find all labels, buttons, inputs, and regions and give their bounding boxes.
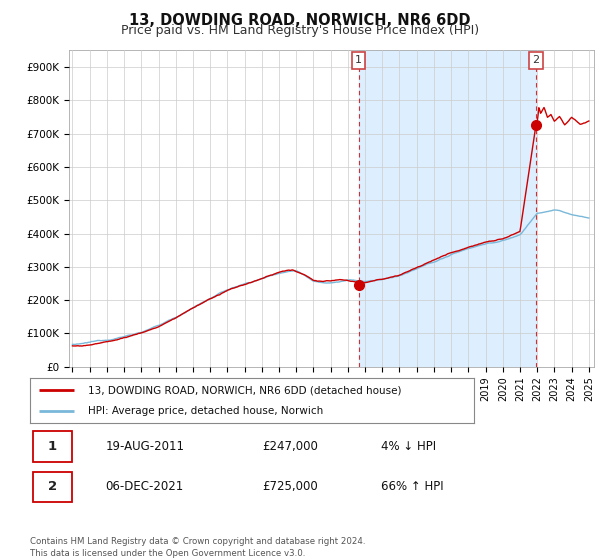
Text: HPI: Average price, detached house, Norwich: HPI: Average price, detached house, Norw… xyxy=(88,405,323,416)
Text: Contains HM Land Registry data © Crown copyright and database right 2024.
This d: Contains HM Land Registry data © Crown c… xyxy=(30,537,365,558)
Text: 1: 1 xyxy=(47,440,57,453)
Text: 1: 1 xyxy=(355,55,362,66)
Text: £247,000: £247,000 xyxy=(262,440,318,453)
FancyBboxPatch shape xyxy=(33,431,71,462)
Text: 13, DOWDING ROAD, NORWICH, NR6 6DD: 13, DOWDING ROAD, NORWICH, NR6 6DD xyxy=(129,13,471,29)
Text: 06-DEC-2021: 06-DEC-2021 xyxy=(106,480,184,493)
Text: Price paid vs. HM Land Registry's House Price Index (HPI): Price paid vs. HM Land Registry's House … xyxy=(121,24,479,37)
Text: 2: 2 xyxy=(47,480,57,493)
Text: 4% ↓ HPI: 4% ↓ HPI xyxy=(381,440,436,453)
Text: 19-AUG-2011: 19-AUG-2011 xyxy=(106,440,185,453)
Text: 66% ↑ HPI: 66% ↑ HPI xyxy=(381,480,443,493)
Text: 13, DOWDING ROAD, NORWICH, NR6 6DD (detached house): 13, DOWDING ROAD, NORWICH, NR6 6DD (deta… xyxy=(88,385,401,395)
Text: £725,000: £725,000 xyxy=(262,480,318,493)
FancyBboxPatch shape xyxy=(33,472,71,502)
Bar xyxy=(359,50,536,367)
Text: 2: 2 xyxy=(532,55,539,66)
